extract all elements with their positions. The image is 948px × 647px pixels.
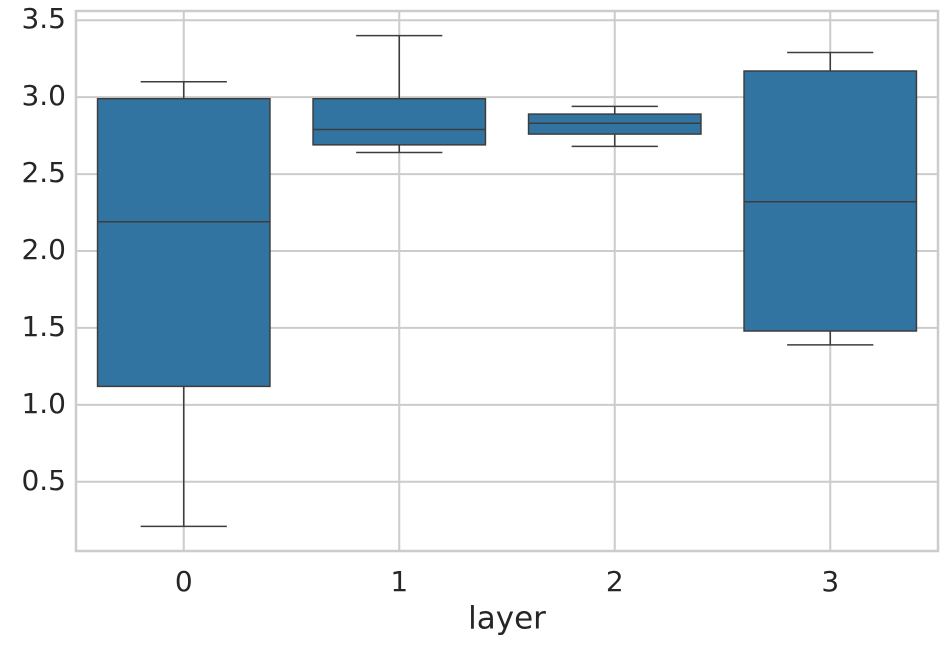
y-tick-label: 2.0 (21, 233, 66, 266)
box (743, 70, 918, 332)
box (96, 97, 271, 388)
x-tick-label: 0 (175, 565, 193, 598)
box (312, 97, 487, 146)
y-tick-label: 0.5 (21, 464, 66, 497)
x-axis-label: layer (468, 601, 546, 637)
x-tick-label: 1 (390, 565, 408, 598)
x-tick-label: 3 (821, 565, 839, 598)
box (527, 113, 702, 135)
y-tick-label: 2.5 (21, 156, 66, 189)
x-tick-label: 2 (606, 565, 624, 598)
y-tick-label: 1.5 (21, 310, 66, 343)
plot-frame (74, 9, 940, 553)
y-tick-label: 3.0 (21, 79, 66, 112)
y-tick-label: 3.5 (21, 2, 66, 35)
y-tick-label: 1.0 (21, 387, 66, 420)
